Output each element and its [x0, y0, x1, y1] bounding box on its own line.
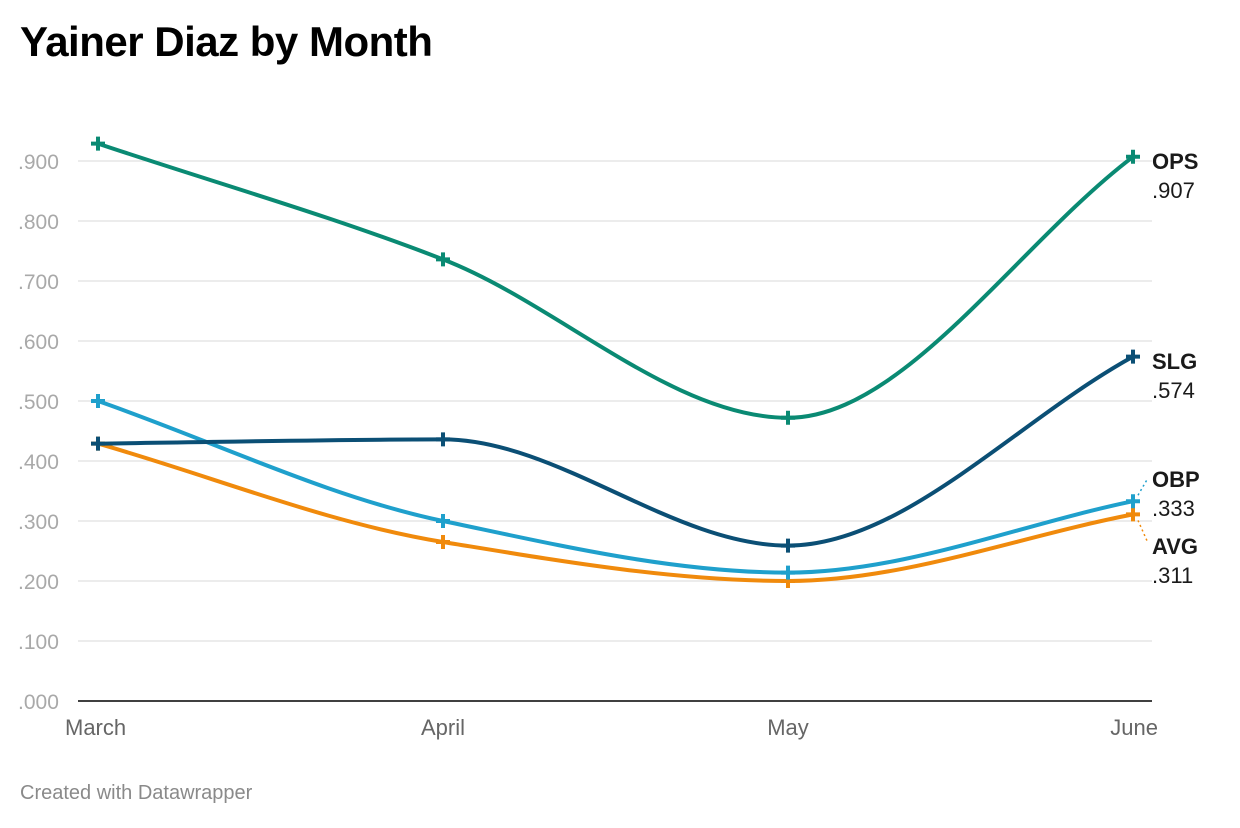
y-tick-label: .200: [18, 571, 59, 594]
obp-marker-march: [91, 394, 105, 408]
y-tick-label: .400: [18, 451, 59, 474]
ops-label-name: OPS: [1152, 149, 1198, 174]
slg-marker-june: [1126, 349, 1140, 364]
x-tick-label: April: [421, 715, 465, 740]
slg-marker-april: [436, 432, 450, 447]
y-tick-label: .800: [18, 211, 59, 234]
y-axis: .000 .100 .200 .300 .400 .500 .600 .700 .800 .900: [18, 151, 59, 714]
ops-line: [96, 141, 1135, 420]
avg-label-value: .311: [1152, 563, 1193, 588]
ops-marker-may: [781, 410, 795, 425]
avg-line: [96, 441, 1135, 583]
obp-marker-may: [781, 565, 795, 580]
chart-title: Yainer Diaz by Month: [20, 18, 433, 65]
ops-marker-march: [91, 136, 105, 151]
x-axis: March April May June: [65, 700, 1158, 740]
y-tick-label: .000: [18, 691, 59, 714]
y-tick-label: .900: [18, 151, 59, 174]
series-markers: [91, 136, 1140, 588]
y-tick-label: .500: [18, 391, 59, 414]
obp-label-value: .333: [1152, 496, 1195, 521]
slg-marker-may: [781, 538, 795, 553]
y-tick-label: .300: [18, 511, 59, 534]
slg-label-name: SLG: [1152, 349, 1197, 374]
avg-marker-april: [436, 535, 450, 549]
avg-label-leader: [1137, 520, 1149, 544]
y-tick-label: .700: [18, 271, 59, 294]
y-tick-label: .600: [18, 331, 59, 354]
ops-marker-april: [436, 252, 450, 267]
series-end-labels: OPS .907 SLG .574 OBP .333 AVG .311: [1137, 149, 1200, 588]
x-tick-label: March: [65, 715, 126, 740]
ops-label-value: .907: [1152, 178, 1195, 203]
y-tick-label: .100: [18, 631, 59, 654]
obp-marker-april: [436, 514, 450, 528]
ops-marker-june: [1126, 149, 1140, 164]
obp-marker-june: [1126, 494, 1140, 509]
x-tick-label: June: [1110, 715, 1158, 740]
obp-line: [96, 399, 1135, 575]
obp-label-name: OBP: [1152, 467, 1200, 492]
slg-marker-march: [91, 436, 105, 451]
slg-line: [96, 354, 1135, 548]
obp-label-leader: [1137, 477, 1149, 496]
slg-label-value: .574: [1152, 378, 1195, 403]
avg-label-name: AVG: [1152, 534, 1198, 559]
avg-marker-june: [1126, 507, 1140, 522]
datawrapper-credit: Created with Datawrapper: [20, 782, 253, 804]
series-lines: [96, 141, 1135, 583]
x-tick-label: May: [767, 715, 809, 740]
